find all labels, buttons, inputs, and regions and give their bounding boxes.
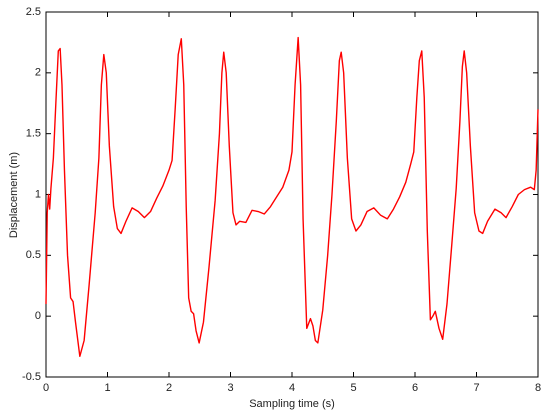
y-axis-label: Displacement (m) [8, 152, 20, 238]
x-tick-label: 8 [535, 382, 541, 394]
y-tick-label: 0 [35, 310, 41, 322]
x-tick-label: 6 [412, 382, 418, 394]
x-axis-label: Sampling time (s) [249, 398, 335, 410]
y-tick-label: 1 [35, 188, 41, 200]
data-line [45, 36, 539, 358]
x-tick-label: 4 [289, 382, 295, 394]
y-tick-label: 1.5 [26, 128, 41, 140]
y-tick-label: -0.5 [22, 371, 41, 383]
y-tick-label: 2.5 [26, 6, 41, 18]
x-tick-label: 7 [473, 382, 479, 394]
y-tick-label: 0.5 [26, 249, 41, 261]
x-tick-label: 5 [350, 382, 356, 394]
y-tick-label: 2 [35, 67, 41, 79]
x-tick-label: 2 [166, 382, 172, 394]
x-tick-label: 0 [43, 382, 49, 394]
x-tick-label: 1 [104, 382, 110, 394]
x-tick-label: 3 [227, 382, 233, 394]
